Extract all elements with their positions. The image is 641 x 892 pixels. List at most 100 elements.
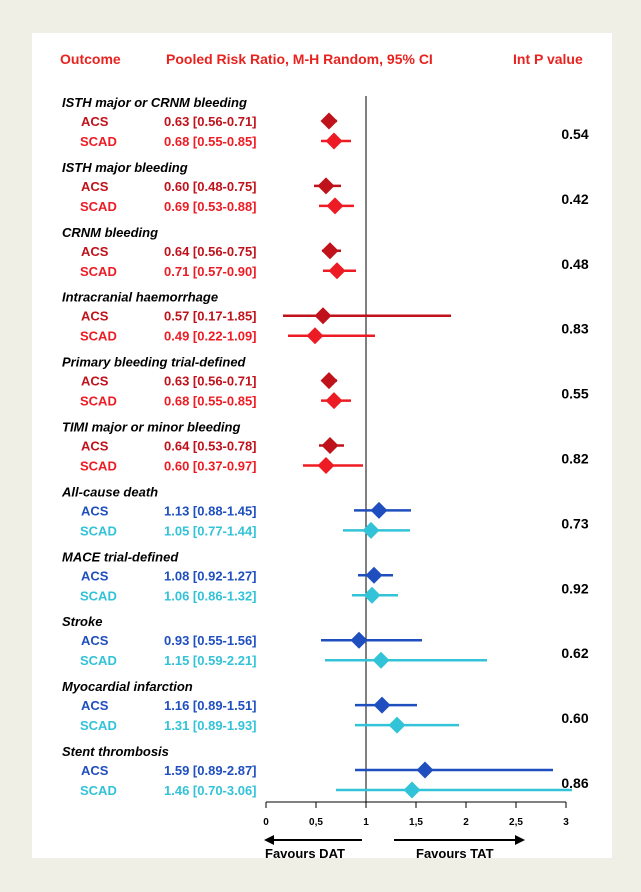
outcome-name: MACE trial-defined <box>62 549 179 564</box>
ci-text: 1.15 [0.59-2.21] <box>164 653 257 668</box>
interaction-p-value: 0.92 <box>561 580 588 596</box>
x-tick-label: 2,5 <box>509 817 523 828</box>
x-tick-label: 0,5 <box>309 817 323 828</box>
ci-text: 0.60 [0.37-0.97] <box>164 459 257 474</box>
ci-text: 1.05 [0.77-1.44] <box>164 523 257 538</box>
ci-text: 0.71 [0.57-0.90] <box>164 264 257 279</box>
ci-text: 0.93 [0.55-1.56] <box>164 633 257 648</box>
point-estimate-diamond <box>317 177 335 195</box>
point-estimate-diamond <box>328 262 346 280</box>
subgroup-label: ACS <box>81 179 109 194</box>
ci-text: 1.08 [0.92-1.27] <box>164 568 257 583</box>
x-tick-label: 1 <box>363 817 369 828</box>
point-estimate-diamond <box>416 761 434 779</box>
subgroup-label: SCAD <box>80 783 117 798</box>
ci-text: 1.13 [0.88-1.45] <box>164 503 257 518</box>
ci-text: 0.57 [0.17-1.85] <box>164 309 257 324</box>
interaction-p-value: 0.42 <box>561 191 588 207</box>
subgroup-label: ACS <box>81 114 109 129</box>
subgroup-label: SCAD <box>80 588 117 603</box>
ci-text: 1.16 [0.89-1.51] <box>164 698 257 713</box>
outcome-name: TIMI major or minor bleeding <box>62 420 240 435</box>
ci-text: 0.64 [0.56-0.75] <box>164 244 257 259</box>
ci-text: 0.64 [0.53-0.78] <box>164 439 257 454</box>
point-estimate-diamond <box>320 372 338 390</box>
point-estimate-diamond <box>314 307 332 325</box>
ci-text: 1.31 [0.89-1.93] <box>164 718 257 733</box>
interaction-p-value: 0.86 <box>561 775 588 791</box>
interaction-p-value: 0.73 <box>561 515 588 531</box>
subgroup-label: SCAD <box>80 653 117 668</box>
point-estimate-diamond <box>373 696 391 714</box>
ci-text: 1.46 [0.70-3.06] <box>164 783 257 798</box>
interaction-p-value: 0.83 <box>561 321 588 337</box>
ci-text: 0.63 [0.56-0.71] <box>164 114 257 129</box>
outcome-name: Myocardial infarction <box>62 679 193 694</box>
subgroup-label: SCAD <box>80 394 117 409</box>
point-estimate-diamond <box>372 651 390 669</box>
point-estimate-diamond <box>370 501 388 519</box>
favours-dat-label: Favours DAT <box>265 846 345 861</box>
interaction-header: Int P value <box>513 51 583 67</box>
point-estimate-diamond <box>326 197 344 215</box>
point-estimate-diamond <box>317 457 335 474</box>
subgroup-label: ACS <box>81 439 109 454</box>
ci-text: 0.68 [0.55-0.85] <box>164 134 257 149</box>
point-estimate-diamond <box>321 437 339 454</box>
point-estimate-diamond <box>403 781 421 799</box>
subgroup-label: ACS <box>81 568 109 583</box>
subgroup-label: SCAD <box>80 718 117 733</box>
outcome-name: Primary bleeding trial-defined <box>62 355 247 370</box>
outcome-name: Stent thrombosis <box>62 744 169 759</box>
ci-text: 1.59 [0.89-2.87] <box>164 763 257 778</box>
interaction-p-value: 0.55 <box>561 386 588 402</box>
ci-text: 0.63 [0.56-0.71] <box>164 374 257 389</box>
point-estimate-diamond <box>325 392 343 410</box>
ci-text: 0.49 [0.22-1.09] <box>164 329 257 344</box>
point-estimate-diamond <box>321 242 339 260</box>
method-header: Pooled Risk Ratio, M-H Random, 95% CI <box>166 51 433 67</box>
outcome-name: Stroke <box>62 614 102 629</box>
outcome-name: All-cause death <box>61 484 158 499</box>
point-estimate-diamond <box>350 631 368 649</box>
x-tick-label: 2 <box>463 817 469 828</box>
subgroup-label: SCAD <box>80 329 117 344</box>
right-arrow-head <box>515 835 525 845</box>
point-estimate-diamond <box>388 716 406 734</box>
interaction-p-value: 0.62 <box>561 645 588 661</box>
outcome-name: Intracranial haemorrhage <box>62 290 218 305</box>
point-estimate-diamond <box>363 586 381 604</box>
ci-text: 0.69 [0.53-0.88] <box>164 199 257 214</box>
favours-tat-label: Favours TAT <box>416 846 494 861</box>
x-tick-label: 0 <box>263 817 269 828</box>
point-estimate-diamond <box>306 327 324 345</box>
outcome-name: ISTH major or CRNM bleeding <box>62 95 247 110</box>
point-estimate-diamond <box>362 521 380 539</box>
subgroup-label: SCAD <box>80 523 117 538</box>
outcome-name: ISTH major bleeding <box>62 160 188 175</box>
subgroup-label: ACS <box>81 633 109 648</box>
subgroup-label: ACS <box>81 763 109 778</box>
subgroup-label: SCAD <box>80 264 117 279</box>
subgroup-label: ACS <box>81 244 109 259</box>
point-estimate-diamond <box>365 566 383 584</box>
outcome-name: CRNM bleeding <box>62 225 158 240</box>
subgroup-label: ACS <box>81 698 109 713</box>
subgroup-label: SCAD <box>80 199 117 214</box>
subgroup-label: SCAD <box>80 134 117 149</box>
interaction-p-value: 0.82 <box>561 451 588 467</box>
left-arrow-head <box>264 835 274 845</box>
interaction-p-value: 0.54 <box>561 126 588 142</box>
subgroup-label: ACS <box>81 503 109 518</box>
subgroup-label: ACS <box>81 309 109 324</box>
x-tick-label: 1,5 <box>409 817 423 828</box>
x-tick-label: 3 <box>563 817 569 828</box>
ci-text: 0.60 [0.48-0.75] <box>164 179 257 194</box>
interaction-p-value: 0.48 <box>561 256 588 272</box>
outcome-header: Outcome <box>60 51 121 67</box>
point-estimate-diamond <box>320 112 338 130</box>
point-estimate-diamond <box>325 132 343 150</box>
subgroup-label: SCAD <box>80 459 117 474</box>
ci-text: 0.68 [0.55-0.85] <box>164 394 257 409</box>
